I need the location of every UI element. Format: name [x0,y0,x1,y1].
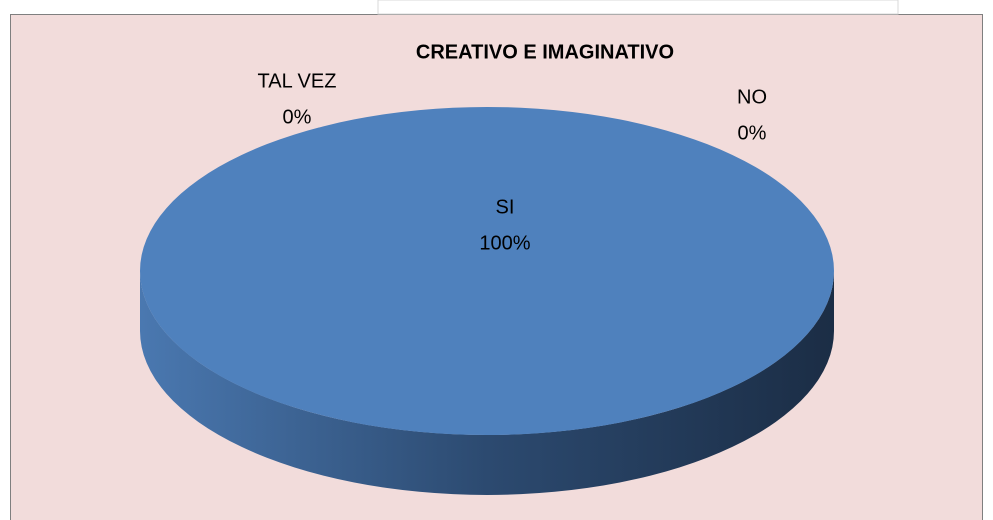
value-label: 100% [479,232,530,254]
pie-slice [139,106,834,436]
category-label: NO [737,86,767,108]
category-label: SI [496,196,515,218]
data-labels: SI 100% NO 0% TAL VEZ 0% [258,70,767,254]
pie-side [140,271,834,495]
pie [139,106,834,495]
category-label: TAL VEZ [258,70,337,92]
value-label: 0% [738,122,767,144]
caption-box [377,0,899,15]
value-label: 0% [283,106,312,128]
chart-title: CREATIVO E IMAGINATIVO [416,41,674,63]
